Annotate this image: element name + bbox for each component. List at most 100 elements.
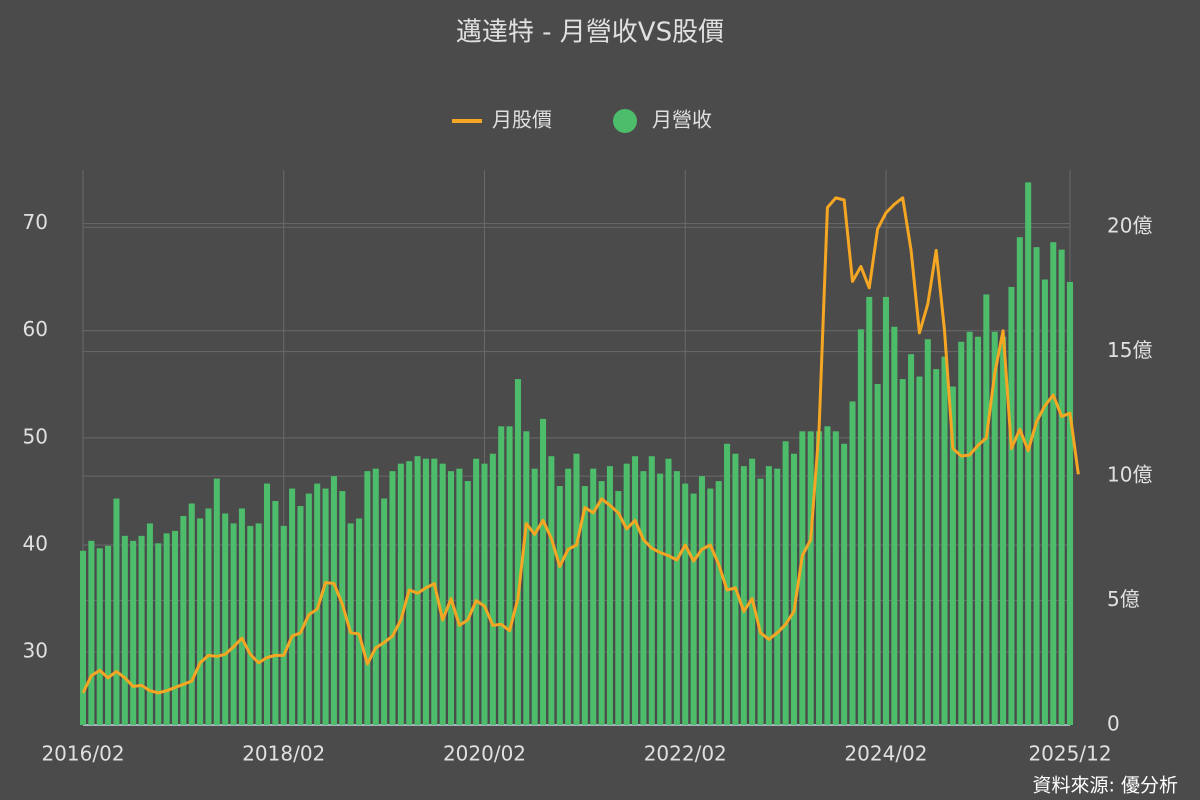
bar xyxy=(264,483,271,725)
bar xyxy=(933,369,940,725)
x-tick-label: 2018/02 xyxy=(242,742,325,766)
bar xyxy=(966,331,973,725)
bar xyxy=(673,471,680,725)
bar xyxy=(615,491,622,725)
bar xyxy=(439,463,446,725)
bar xyxy=(205,508,212,725)
bar xyxy=(740,466,747,725)
bar xyxy=(531,468,538,725)
bar xyxy=(163,533,170,725)
bar xyxy=(155,543,162,725)
bar xyxy=(540,418,547,725)
bar xyxy=(958,341,965,725)
x-tick-label: 2024/02 xyxy=(844,742,927,766)
bar xyxy=(1016,237,1023,725)
bar xyxy=(88,540,95,725)
bar xyxy=(389,471,396,725)
bar xyxy=(715,481,722,725)
bar xyxy=(422,458,429,725)
bar xyxy=(431,458,438,725)
y-tick-label: 70 xyxy=(23,210,48,234)
bar xyxy=(372,468,379,725)
bar xyxy=(305,493,312,725)
bar xyxy=(238,508,245,725)
bar xyxy=(96,548,103,725)
bar xyxy=(749,458,756,725)
y2-tick-label: 5億 xyxy=(1107,587,1140,611)
bar xyxy=(849,401,856,725)
y-tick-label: 60 xyxy=(23,317,48,341)
bar xyxy=(974,336,982,725)
bar xyxy=(473,458,480,725)
bar xyxy=(481,463,488,725)
bar xyxy=(105,545,112,725)
bar xyxy=(832,431,839,725)
bar xyxy=(1066,281,1074,725)
bar xyxy=(665,458,672,725)
bar xyxy=(456,468,463,725)
bar xyxy=(874,384,881,725)
bar xyxy=(1041,279,1048,725)
bar xyxy=(899,379,906,725)
bar xyxy=(130,540,137,725)
bar xyxy=(1008,286,1015,725)
bar xyxy=(648,456,655,725)
bar xyxy=(623,463,630,725)
bar xyxy=(113,498,120,725)
bar xyxy=(824,426,831,725)
bar xyxy=(1025,182,1032,725)
bar xyxy=(272,501,279,725)
bar xyxy=(188,503,195,725)
bar xyxy=(983,294,990,725)
x-tick-label: 2016/02 xyxy=(41,742,124,766)
bar xyxy=(640,471,647,725)
bar xyxy=(322,488,329,725)
bar xyxy=(782,441,789,725)
bar xyxy=(757,478,764,725)
bar xyxy=(573,453,580,725)
y-tick-label: 40 xyxy=(23,532,48,556)
bar xyxy=(866,296,873,725)
bar xyxy=(949,386,956,725)
bar xyxy=(908,354,915,725)
bar xyxy=(581,486,588,725)
bar xyxy=(816,431,823,725)
bar xyxy=(514,379,521,725)
bar xyxy=(79,550,87,725)
bar xyxy=(632,456,639,725)
bar xyxy=(280,525,287,725)
bar xyxy=(707,488,714,725)
bar xyxy=(146,523,153,725)
bar xyxy=(924,339,931,725)
bar xyxy=(765,466,772,725)
bar xyxy=(180,515,187,725)
bar xyxy=(364,471,371,725)
bar xyxy=(891,326,898,725)
chart-title: 邁達特 - 月營收VS股價 xyxy=(456,18,724,48)
bar xyxy=(598,481,605,725)
bar xyxy=(397,463,404,725)
bar xyxy=(498,426,505,725)
bar xyxy=(1058,249,1065,726)
y-tick-label: 50 xyxy=(23,424,48,448)
legend-swatch xyxy=(613,109,637,133)
bar xyxy=(297,505,304,725)
y2-tick-label: 15億 xyxy=(1107,338,1152,362)
bar xyxy=(690,493,697,725)
bar xyxy=(523,431,530,725)
bar xyxy=(724,443,731,725)
source-note: 資料來源: 優分析 xyxy=(1033,775,1178,797)
bar xyxy=(841,443,848,725)
bar xyxy=(682,483,689,725)
bar xyxy=(941,356,948,725)
bar xyxy=(247,525,254,725)
x-tick-label: 2022/02 xyxy=(644,742,727,766)
bar xyxy=(197,518,204,725)
bar xyxy=(882,296,889,725)
y-tick-label: 30 xyxy=(23,639,48,663)
bar xyxy=(991,331,998,725)
x-tick-label: 2020/02 xyxy=(443,742,526,766)
x-tick-label: 2025/12 xyxy=(1028,742,1111,766)
